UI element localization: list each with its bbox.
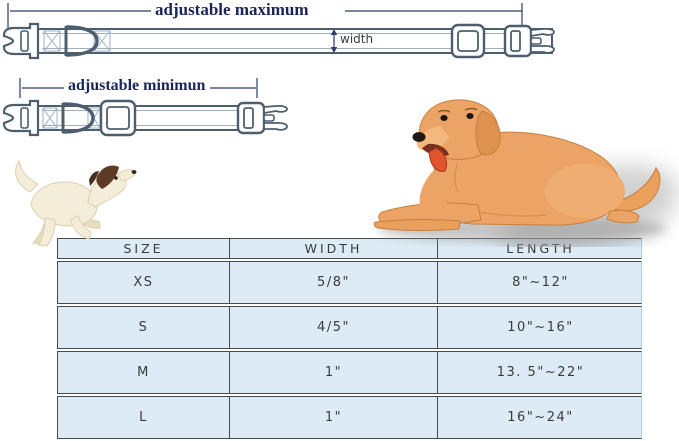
cell-length: 10"~16" bbox=[507, 320, 574, 335]
table-row-l: L 1" 16"~24" bbox=[57, 396, 642, 439]
cell-length: 16"~24" bbox=[507, 410, 574, 425]
collar-minimum-diagram bbox=[2, 78, 288, 137]
cell-size: S bbox=[58, 307, 230, 348]
col-header-width: WIDTH bbox=[230, 239, 438, 258]
adjustable-maximum-label: adjustable maximum bbox=[155, 0, 309, 19]
width-label: width bbox=[340, 32, 374, 46]
table-row-m: M 1" 13. 5"~22" bbox=[57, 351, 642, 394]
cell-size: L bbox=[58, 397, 230, 438]
col-header-length: LENGTH bbox=[506, 241, 575, 256]
table-row-s: S 4/5" 10"~16" bbox=[57, 306, 642, 349]
min-leader-lines bbox=[19, 78, 258, 98]
col-header-size: SIZE bbox=[58, 239, 230, 258]
puppy-ear bbox=[96, 165, 119, 189]
cell-length: 8"~12" bbox=[512, 275, 569, 290]
cell-width: 5/8" bbox=[230, 262, 438, 303]
cell-width: 4/5" bbox=[230, 307, 438, 348]
collar-maximum-diagram bbox=[2, 3, 555, 60]
cell-width: 1" bbox=[230, 397, 438, 438]
adjustable-minimum-label: adjustable minimun bbox=[68, 77, 206, 94]
width-arrow bbox=[330, 29, 338, 53]
size-table: SIZE WIDTH LENGTH XS 5/8" 8"~12" S 4/5" … bbox=[57, 238, 642, 439]
large-dog-illustration bbox=[373, 99, 679, 247]
cell-size: M bbox=[58, 352, 230, 393]
table-row-xs: XS 5/8" 8"~12" bbox=[57, 261, 642, 304]
table-header-row: SIZE WIDTH LENGTH bbox=[57, 238, 642, 259]
cell-size: XS bbox=[58, 262, 230, 303]
collar-diagrams bbox=[2, 3, 555, 137]
cell-width: 1" bbox=[230, 352, 438, 393]
small-dog-illustration bbox=[15, 159, 137, 247]
max-leader-lines bbox=[7, 3, 523, 28]
cell-length: 13. 5"~22" bbox=[496, 365, 585, 380]
